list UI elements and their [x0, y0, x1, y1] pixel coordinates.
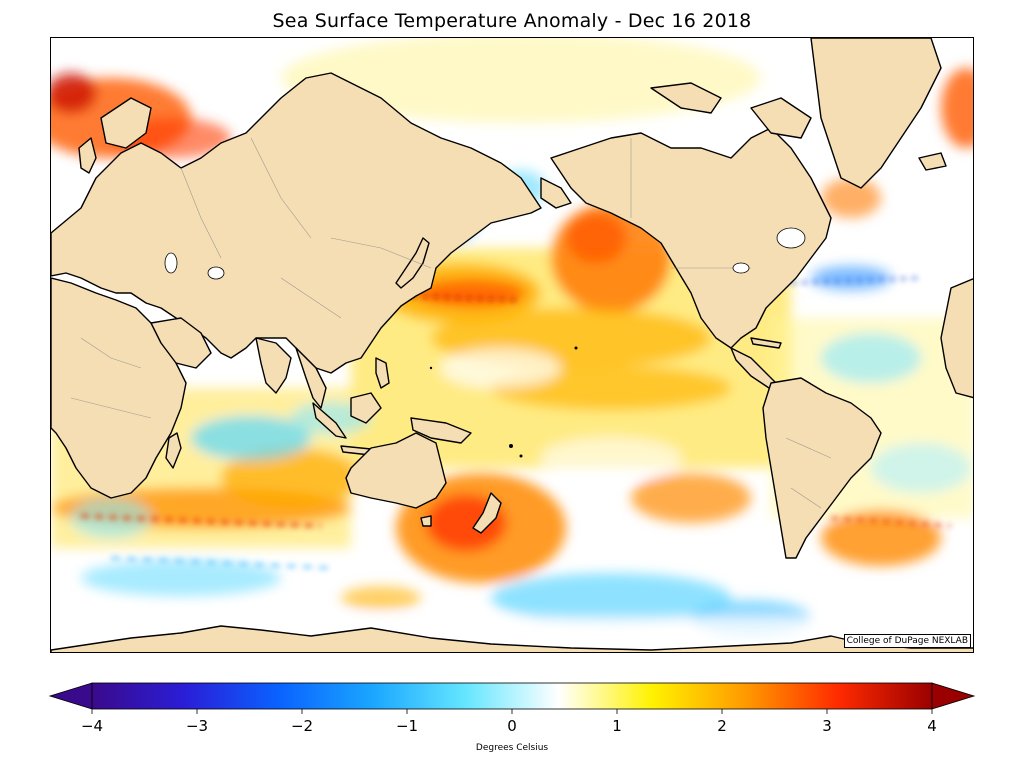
japan: [395, 237, 430, 289]
map-canvas: [51, 38, 973, 652]
colorbar-tick-label: 1: [612, 717, 622, 735]
greenland: [810, 38, 942, 189]
colorbar-tick-label: −2: [290, 717, 314, 735]
australia: [345, 432, 447, 509]
scandinavia: [100, 97, 152, 149]
pacific-islands: [429, 346, 578, 458]
india: [255, 337, 292, 394]
tasmania: [420, 515, 432, 527]
colorbar-tick-label: 3: [822, 717, 832, 735]
iceland: [918, 152, 947, 171]
colorbar-tick-label: 4: [927, 717, 937, 735]
africa: [51, 277, 187, 499]
colorbar-tick-label: −4: [80, 717, 104, 735]
map-title: Sea Surface Temperature Anomaly - Dec 16…: [272, 10, 752, 32]
sumatra: [312, 402, 347, 439]
sst-anomaly-map: College of DuPage NEXLAB: [50, 37, 974, 653]
borneo: [350, 392, 382, 424]
colorbar-unit-label: Degrees Celsius: [475, 743, 549, 753]
south-america: [762, 377, 882, 559]
colorbar-tick-label: −3: [185, 717, 209, 735]
colorbar-tick-marks: [91, 709, 933, 714]
colorbar-tick-label: −1: [395, 717, 419, 735]
land-masses: [51, 38, 973, 652]
new-guinea: [410, 417, 472, 444]
british-isles: [78, 137, 97, 174]
baffin-island: [750, 97, 812, 139]
philippines: [375, 357, 390, 389]
indochina: [295, 347, 327, 409]
colorbar-ramp: [91, 682, 933, 710]
arabia: [150, 317, 212, 369]
colorbar-tick-label: 2: [717, 717, 727, 735]
colorbar-max-extend: [931, 682, 976, 710]
canadian-arctic-islands: [650, 82, 722, 114]
alaska: [540, 177, 572, 209]
colorbar: [48, 682, 976, 714]
credit-label: College of DuPage NEXLAB: [843, 634, 971, 648]
anomaly-streaks: [80, 276, 952, 570]
europe-east-edge: [940, 278, 973, 399]
cuba: [750, 337, 782, 349]
colorbar-min-extend: [48, 682, 93, 710]
new-zealand: [472, 492, 502, 534]
colorbar-tick-label: 0: [507, 717, 517, 735]
colorbar-tick-labels: −4 −3 −2 −1 0 1 2 3 4: [0, 717, 1024, 737]
madagascar: [165, 432, 182, 469]
lakes: [164, 227, 806, 280]
north-america: [550, 127, 832, 349]
